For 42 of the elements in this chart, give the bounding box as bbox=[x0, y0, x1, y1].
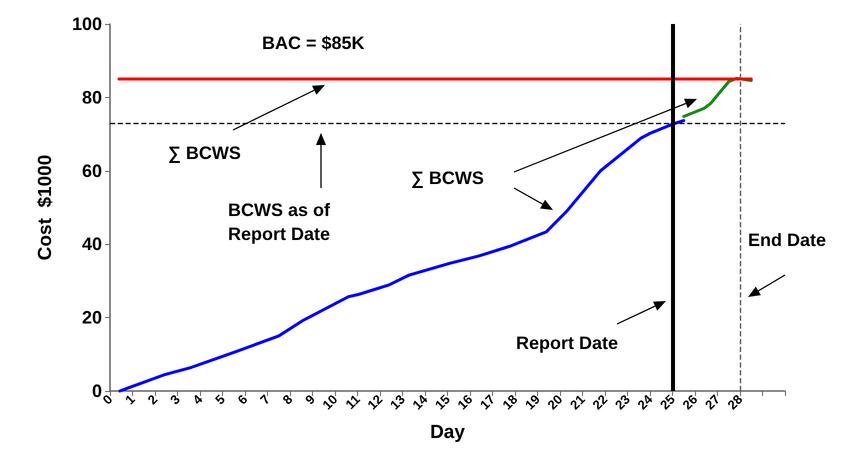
x-tick-label: 1 bbox=[122, 392, 138, 408]
x-tick-label: 6 bbox=[234, 392, 250, 408]
line-series bbox=[118, 119, 686, 392]
annotation: BAC = $85K bbox=[262, 33, 365, 53]
x-tick-label: 16 bbox=[454, 392, 476, 413]
x-tick-label: 15 bbox=[432, 392, 453, 413]
y-tick-label: 60 bbox=[82, 160, 102, 181]
x-tick-label: 9 bbox=[302, 392, 318, 408]
x-tick-label: 20 bbox=[544, 392, 566, 413]
x-tick-label: 14 bbox=[409, 391, 431, 413]
x-tick-label: 22 bbox=[589, 392, 610, 413]
y-tick-label: 40 bbox=[82, 234, 102, 254]
x-tick-label: 17 bbox=[476, 392, 498, 413]
x-axis-title: Day bbox=[430, 422, 466, 443]
x-tick-label: 27 bbox=[702, 392, 723, 413]
annotation: End Date bbox=[748, 230, 826, 250]
x-tick-label: 11 bbox=[342, 392, 363, 412]
annotation: Report Date bbox=[516, 333, 618, 353]
y-tick-label: 20 bbox=[82, 308, 102, 328]
x-tick-label: 13 bbox=[386, 392, 408, 413]
x-tick-label: 4 bbox=[190, 391, 206, 408]
x-tick-label: 12 bbox=[364, 392, 386, 413]
x-tick-label: 24 bbox=[634, 391, 656, 413]
y-tick-label: 100 bbox=[72, 14, 102, 34]
x-tick-label: 21 bbox=[566, 392, 588, 413]
x-tick-label: 25 bbox=[656, 392, 678, 413]
x-tick-label: 18 bbox=[499, 392, 520, 413]
x-tick-label: 10 bbox=[319, 392, 340, 413]
x-tick-label: 5 bbox=[212, 392, 228, 408]
x-tick-label: 26 bbox=[679, 392, 700, 413]
annotation: ∑ BCWS bbox=[168, 143, 241, 163]
annotation: ∑ BCWS bbox=[411, 168, 484, 188]
x-tick-label: 28 bbox=[724, 392, 746, 413]
x-tick-label: 7 bbox=[257, 392, 273, 408]
x-tick-label: 23 bbox=[612, 392, 633, 413]
x-tick-label: 3 bbox=[167, 392, 183, 408]
x-tick-label: 2 bbox=[144, 392, 160, 408]
y-axis-title: Cost $1000 bbox=[35, 154, 56, 260]
annotation: BCWS as of Report Date bbox=[228, 200, 332, 244]
x-tick-label: 8 bbox=[280, 392, 296, 408]
y-tick-label: 80 bbox=[82, 87, 102, 108]
x-tick-label: 19 bbox=[522, 392, 543, 413]
